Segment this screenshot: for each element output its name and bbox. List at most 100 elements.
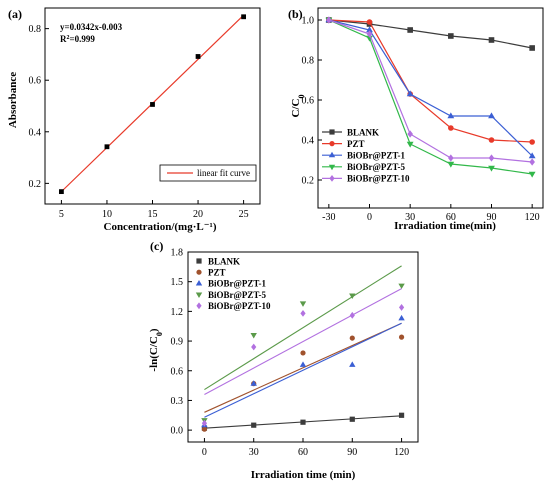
panel-b-point bbox=[529, 139, 535, 145]
panel-b-point bbox=[488, 37, 495, 43]
panel-a-xtick-label: 15 bbox=[148, 209, 158, 220]
panel-a-point bbox=[241, 14, 247, 20]
panel-b-point bbox=[366, 30, 373, 38]
panel-b-legend-label: BiOBr@PZT-5 bbox=[347, 162, 406, 172]
panel-c-ytick-label: 0.3 bbox=[171, 396, 184, 407]
panel-a-xtick-label: 5 bbox=[59, 209, 64, 220]
panel-c-legend-marker bbox=[196, 269, 202, 275]
panel-b-point bbox=[447, 112, 455, 119]
panel-a-label: (a) bbox=[8, 7, 22, 21]
panel-c-point bbox=[299, 301, 307, 307]
panel-c-ytick-label: 1.8 bbox=[171, 248, 184, 259]
panel-c-point bbox=[201, 419, 208, 427]
panel-c-point bbox=[398, 304, 405, 311]
panel-c-ytick-label: 0.6 bbox=[171, 366, 184, 377]
panel-a-point bbox=[150, 102, 155, 107]
panel-a-xtick-label: 25 bbox=[239, 209, 249, 220]
panel-c-point bbox=[300, 419, 306, 425]
panel-b-ylabel: C/C0 bbox=[290, 95, 306, 118]
panel-c-legend-marker bbox=[196, 302, 202, 310]
panel-c-point bbox=[398, 412, 405, 418]
panel-b-legend-marker bbox=[328, 164, 336, 171]
panel-c-point bbox=[349, 335, 355, 341]
panel-c-fit-biobr@pzt-5 bbox=[204, 265, 402, 391]
panel-c-ylabel: -ln(C/C0) bbox=[148, 328, 164, 371]
panel-c-legend-marker bbox=[195, 280, 203, 286]
panel-a-equation: y=0.0342x-0.003 bbox=[60, 22, 123, 32]
panel-b-legend-label: BLANK bbox=[347, 127, 379, 137]
panel-b-legend-marker bbox=[329, 175, 335, 182]
panel-b-point bbox=[366, 26, 373, 33]
panel-c-point bbox=[398, 334, 405, 340]
panel-c-xlabel: Irradiation time (min) bbox=[251, 469, 356, 481]
panel-c-xtick-label: 120 bbox=[394, 447, 409, 458]
panel-c-fit-biobr@pzt-1 bbox=[204, 322, 402, 418]
panel-c-legend-marker bbox=[196, 258, 202, 264]
panel-b-point bbox=[529, 45, 535, 51]
panel-b-point bbox=[448, 33, 454, 39]
panel-b-point bbox=[528, 171, 536, 178]
panel-b-point bbox=[407, 130, 413, 138]
panel-b-point bbox=[488, 112, 495, 119]
panel-a-xtick-label: 10 bbox=[102, 209, 112, 220]
panel-b-line-blank bbox=[328, 19, 533, 49]
panel-b-point bbox=[448, 154, 454, 162]
panel-c-legend-label: BiOBr@PZT-1 bbox=[208, 279, 267, 289]
plot-layer: 5 10 15 20 25 0.2 0.4 0.6 0.8 linear fit curve -30… bbox=[29, 7, 544, 458]
panel-c-ytick-label: 0.0 bbox=[171, 426, 184, 437]
panel-a-ytick-label: 0.2 bbox=[29, 179, 42, 190]
panel-c-fit-biobr@pzt-10 bbox=[204, 288, 402, 395]
panel-b-point bbox=[448, 125, 454, 131]
panel-b-xtick-label: 0 bbox=[367, 212, 372, 223]
panel-c-point bbox=[300, 309, 306, 317]
panel-b-legend-label: PZT bbox=[347, 139, 365, 149]
panel-c-point bbox=[300, 350, 306, 356]
panel-b-point bbox=[488, 137, 495, 143]
panel-c-ytick-label: 1.2 bbox=[171, 307, 184, 318]
panel-c-point bbox=[250, 333, 257, 339]
panel-a-xlabel: Concentration/(mg·L⁻¹) bbox=[104, 221, 217, 233]
panel-c-ytick-label: 1.5 bbox=[171, 277, 184, 288]
panel-b-label: (b) bbox=[288, 7, 303, 21]
panel-a-xtick-label: 20 bbox=[193, 209, 203, 220]
panel-b-ytick-label: 0.8 bbox=[302, 56, 315, 67]
panel-c-point bbox=[398, 314, 405, 321]
panel-b-point bbox=[326, 16, 332, 24]
panel-c-xtick-label: 0 bbox=[202, 447, 207, 458]
panel-c-point bbox=[398, 283, 405, 290]
panel-b-point bbox=[528, 152, 536, 159]
panel-a-point bbox=[195, 54, 201, 59]
panel-c-point bbox=[201, 426, 208, 432]
panel-c-xtick-label: 30 bbox=[249, 447, 259, 458]
panel-b-ytick-label: 1.0 bbox=[302, 16, 315, 27]
panel-c-xtick-label: 60 bbox=[298, 447, 308, 458]
panel-c-fit-pzt bbox=[204, 322, 402, 413]
panel-b-line-biobr@pzt-1 bbox=[328, 19, 533, 157]
panel-c-legend-marker bbox=[195, 292, 203, 298]
panel-b-ytick-label: 0.4 bbox=[302, 136, 315, 147]
panel-b-xtick-label: 60 bbox=[446, 212, 456, 223]
panel-c-xtick-label: 90 bbox=[347, 447, 357, 458]
panel-b-xtick-label: 90 bbox=[486, 212, 496, 223]
panel-c-legend-label: BiOBr@PZT-10 bbox=[208, 301, 271, 311]
panel-b-frame bbox=[317, 7, 544, 209]
panel-b-xtick-label: 30 bbox=[405, 212, 415, 223]
panel-c-legend-label: BLANK bbox=[208, 256, 240, 266]
panel-b-xtick-label: 120 bbox=[525, 212, 540, 223]
panel-c-point bbox=[251, 422, 257, 428]
panel-b-point bbox=[488, 165, 495, 172]
panel-b-point bbox=[366, 19, 373, 25]
panel-a-r2: R2=0.999 bbox=[60, 34, 95, 44]
panel-c-label: (c) bbox=[150, 239, 163, 253]
panel-b-legend-marker bbox=[329, 141, 335, 147]
panel-b-line-pzt bbox=[328, 19, 533, 143]
panel-b-xtick-label: -30 bbox=[322, 212, 335, 223]
panel-b-ytick-label: 0.2 bbox=[302, 176, 315, 187]
panel-b-legend-marker bbox=[328, 151, 336, 158]
panel-b-point bbox=[406, 90, 414, 97]
panel-c-ytick-label: 0.9 bbox=[171, 337, 184, 348]
panel-a-legend-box bbox=[159, 164, 257, 182]
panel-b-ytick-label: 0.6 bbox=[302, 96, 315, 107]
panel-a-ytick-label: 0.4 bbox=[29, 127, 42, 138]
